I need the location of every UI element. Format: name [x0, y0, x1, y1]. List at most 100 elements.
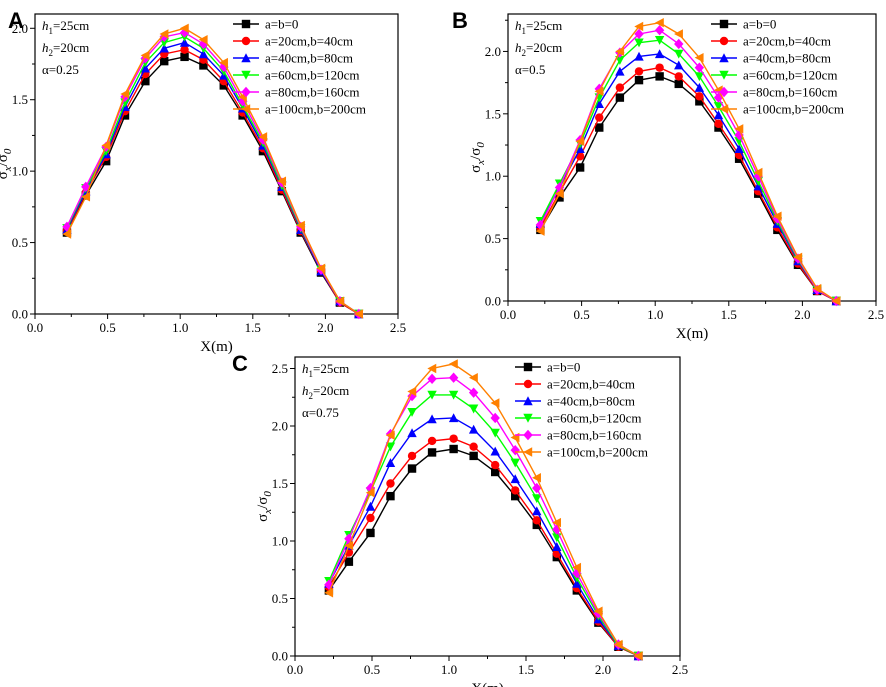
data-point: [532, 520, 541, 530]
x-tick-label: 1.0: [647, 307, 663, 322]
data-point: [180, 52, 189, 62]
data-point: [448, 413, 459, 423]
legend-marker: [523, 362, 533, 372]
data-point: [62, 229, 72, 239]
series-line: [328, 376, 639, 657]
data-point: [634, 21, 644, 32]
data-point: [449, 434, 458, 443]
data-point: [634, 38, 644, 48]
legend-entry: a=80cm,b=160cm: [711, 85, 837, 100]
data-point: [490, 446, 500, 456]
data-point: [615, 66, 625, 76]
data-point: [532, 506, 542, 516]
data-point: [634, 28, 644, 40]
data-point: [615, 46, 625, 57]
data-point: [532, 494, 542, 504]
data-point: [714, 119, 723, 129]
legend-label: a=20cm,b=40cm: [547, 377, 635, 392]
legend-entry: a=40cm,b=80cm: [515, 394, 635, 409]
legend-entry: a=b=0: [233, 17, 298, 32]
series-line: [328, 437, 639, 657]
data-point: [198, 49, 209, 59]
series-6: [324, 359, 643, 661]
data-point: [713, 102, 724, 112]
x-tick-label: 0.5: [573, 307, 589, 322]
data-point: [695, 92, 704, 101]
data-point: [344, 533, 354, 544]
data-point: [120, 111, 130, 120]
data-point: [633, 651, 643, 661]
series-line: [328, 394, 639, 657]
data-point: [572, 562, 582, 573]
series-line: [328, 363, 639, 657]
y-tick-label: 0.0: [12, 307, 28, 322]
legend-marker: [241, 36, 251, 46]
legend-marker: [523, 413, 533, 423]
panel-label: B: [452, 8, 468, 33]
data-point: [793, 252, 803, 263]
series-line: [539, 66, 837, 302]
data-point: [296, 220, 305, 231]
data-point: [490, 428, 500, 438]
data-point: [753, 181, 763, 191]
legend-label: a=b=0: [265, 17, 298, 32]
data-point: [552, 524, 562, 535]
x-tick-label: 2.5: [390, 320, 406, 335]
data-point: [344, 557, 354, 566]
legend-marker: [523, 379, 533, 389]
data-point: [180, 45, 189, 54]
legend-marker: [523, 429, 533, 441]
series-1: [324, 444, 643, 661]
data-point: [575, 136, 585, 146]
data-point: [615, 83, 625, 92]
legend-entry: a=60cm,b=120cm: [233, 68, 359, 83]
data-point: [491, 460, 500, 470]
legend-marker: [241, 19, 251, 29]
data-point: [595, 113, 604, 122]
legend-entry: a=60cm,b=120cm: [711, 68, 837, 83]
legend-marker: [719, 104, 729, 114]
x-tick-label: 0.0: [500, 307, 516, 322]
data-point: [179, 27, 190, 38]
data-point: [427, 373, 437, 385]
data-point: [510, 458, 520, 468]
data-point: [316, 263, 326, 273]
y-tick-label: 1.0: [272, 534, 288, 549]
data-point: [572, 568, 582, 579]
x-tick-label: 2.0: [317, 320, 333, 335]
param-annotation: h2=20cm: [515, 40, 562, 58]
data-point: [694, 62, 705, 73]
data-point: [101, 156, 111, 166]
data-point: [427, 436, 437, 446]
data-point: [734, 124, 744, 134]
data-point: [277, 176, 287, 186]
legend-marker: [719, 36, 729, 46]
series-line: [539, 75, 837, 302]
data-point: [449, 444, 458, 454]
data-point: [448, 359, 458, 369]
y-tick-label: 0.5: [12, 235, 28, 250]
data-point: [386, 479, 395, 488]
legend-label: a=40cm,b=80cm: [547, 394, 635, 409]
legend-marker: [719, 86, 729, 98]
series-line: [539, 21, 837, 302]
legend-label: a=60cm,b=120cm: [547, 411, 641, 426]
data-point: [713, 110, 724, 120]
x-axis-title: X(m): [200, 339, 233, 355]
data-point: [734, 144, 744, 153]
x-tick-label: 0.5: [99, 320, 115, 335]
legend-entry: a=40cm,b=80cm: [233, 51, 353, 66]
legend-label: a=40cm,b=80cm: [265, 51, 353, 66]
data-point: [344, 540, 354, 551]
data-point: [510, 444, 520, 456]
data-point: [179, 23, 189, 33]
panel-c: C 0.0 0.5 1.0 1.5 2.0 2.5 0.0 0.5 1.0 1.5 2.0 2.5 X(m…: [232, 351, 688, 687]
data-point: [654, 49, 665, 59]
legend-label: a=60cm,b=120cm: [743, 68, 837, 83]
legend-label: a=80cm,b=160cm: [265, 85, 359, 100]
data-point: [407, 428, 417, 438]
y-tick-label: 2.0: [485, 44, 501, 59]
y-tick-label: 1.0: [485, 169, 501, 184]
data-point: [532, 516, 541, 525]
data-point: [713, 92, 724, 103]
